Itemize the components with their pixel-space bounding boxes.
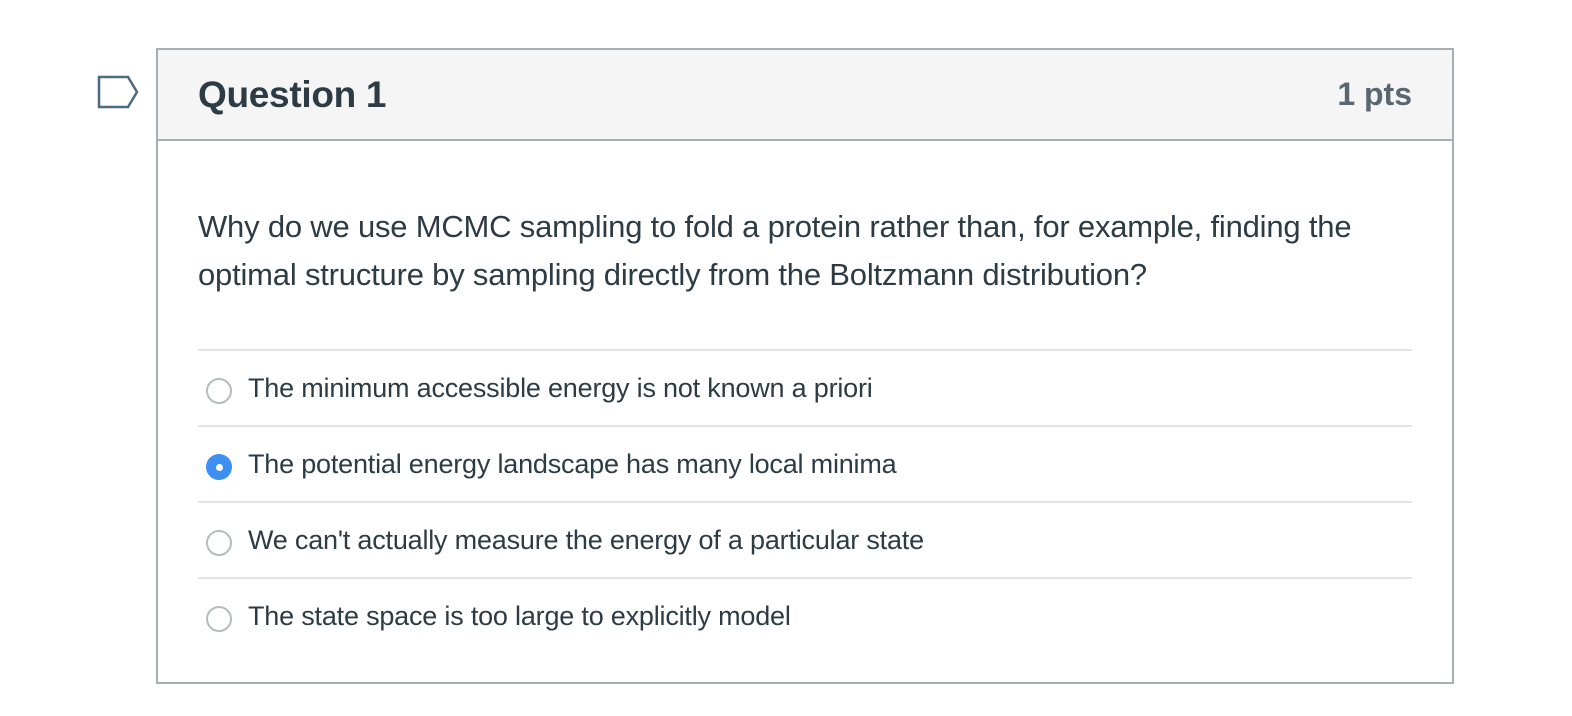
question-body: Why do we use MCMC sampling to fold a pr… xyxy=(158,203,1452,653)
radio-button[interactable] xyxy=(206,530,232,556)
answer-label: We can't actually measure the energy of … xyxy=(248,524,924,555)
answer-label: The potential energy landscape has many … xyxy=(248,448,897,479)
question-header: Question 1 1 pts xyxy=(158,50,1452,141)
answer-list: The minimum accessible energy is not kno… xyxy=(198,349,1412,653)
question-text: Why do we use MCMC sampling to fold a pr… xyxy=(198,209,1352,292)
answer-option[interactable]: The minimum accessible energy is not kno… xyxy=(198,351,1412,427)
question-card: Question 1 1 pts Why do we use MCMC samp… xyxy=(156,48,1454,684)
answer-option[interactable]: The state space is too large to explicit… xyxy=(198,579,1412,653)
question-points: 1 pts xyxy=(1337,76,1412,112)
answer-label: The state space is too large to explicit… xyxy=(248,600,791,631)
answer-label: The minimum accessible energy is not kno… xyxy=(248,372,873,403)
radio-button[interactable] xyxy=(206,378,232,404)
answer-option[interactable]: The potential energy landscape has many … xyxy=(198,427,1412,503)
answer-option[interactable]: We can't actually measure the energy of … xyxy=(198,503,1412,579)
flag-question-icon[interactable] xyxy=(97,75,139,109)
radio-button[interactable] xyxy=(206,606,232,632)
question-title: Question 1 xyxy=(198,73,387,115)
radio-button-selected[interactable] xyxy=(206,454,232,480)
